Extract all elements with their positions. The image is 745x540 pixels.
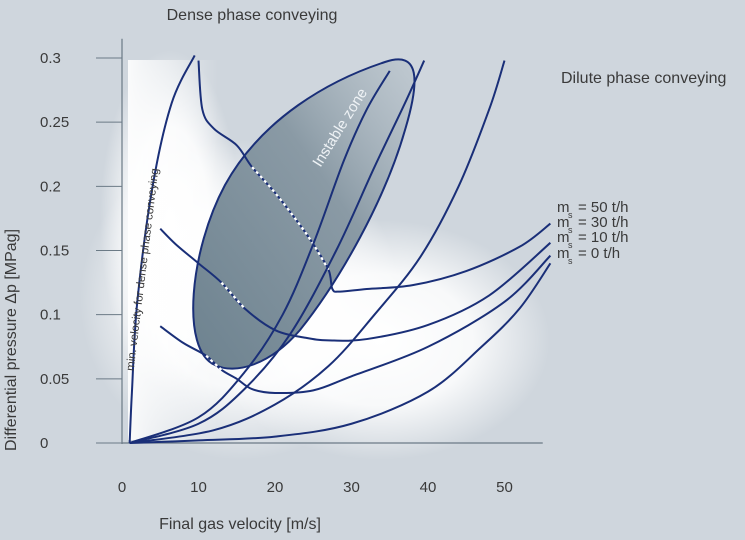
instable-zone-area: [192, 58, 416, 370]
axes: [96, 38, 543, 444]
dashed-overlay-ms30: [220, 281, 246, 309]
y-tick-label: 0.25: [40, 114, 69, 131]
x-axis-label: Final gas velocity [m/s]: [159, 516, 321, 533]
mass-flow-label: ms = 50 t/h: [557, 199, 628, 220]
curve-band3: [129, 60, 506, 444]
x-tick-label: 50: [496, 479, 513, 496]
mass-flow-label: ms = 10 t/h: [557, 229, 628, 250]
x-tick-label: 0: [118, 479, 126, 496]
curve-ms10: [159, 254, 552, 395]
mass-flow-value: = 50 t/h: [578, 199, 628, 216]
curve-ms50: [197, 60, 552, 293]
mass-flow-subscript: s: [568, 256, 573, 266]
curve-band2: [129, 60, 426, 444]
y-tick-label: 0.2: [40, 178, 61, 195]
mass-flow-value: = 30 t/h: [578, 214, 628, 231]
curve-minvel: [128, 55, 196, 444]
curve-band1: [129, 70, 391, 444]
mass-flow-subscript: s: [568, 210, 573, 220]
y-tick-label: 0.15: [40, 243, 69, 260]
y-tick-label: 0.05: [40, 371, 69, 388]
mass-flow-symbol: m: [557, 199, 570, 216]
mass-flow-label: ms = 30 t/h: [557, 214, 628, 235]
curves: [128, 55, 552, 444]
dashed-overlay-ms10: [205, 354, 223, 371]
dilute-phase-title: Dilute phase conveying: [561, 70, 726, 87]
x-tick-label: 20: [267, 479, 284, 496]
mass-flow-subscript: s: [568, 240, 573, 250]
x-tick-label: 10: [190, 479, 207, 496]
mass-flow-value: = 0 t/h: [578, 245, 620, 262]
curve-ms0: [129, 262, 552, 444]
mass-flow-subscript: s: [568, 225, 573, 235]
mass-flow-symbol: m: [557, 214, 570, 231]
y-tick-label: 0.3: [40, 50, 61, 67]
y-tick-label: 0: [40, 435, 48, 452]
y-axis-label: Differential pressure Δp [MPag]: [3, 229, 20, 451]
mass-flow-value: = 10 t/h: [578, 229, 628, 246]
mass-flow-symbol: m: [557, 229, 570, 246]
mass-flow-symbol: m: [557, 245, 570, 262]
dense-phase-title: Dense phase conveying: [167, 7, 338, 24]
x-tick-label: 40: [420, 479, 437, 496]
y-tick-label: 0.1: [40, 307, 61, 324]
curve-ms30: [159, 227, 552, 342]
x-tick-label: 30: [343, 479, 360, 496]
mass-flow-label: ms = 0 t/h: [557, 245, 620, 266]
